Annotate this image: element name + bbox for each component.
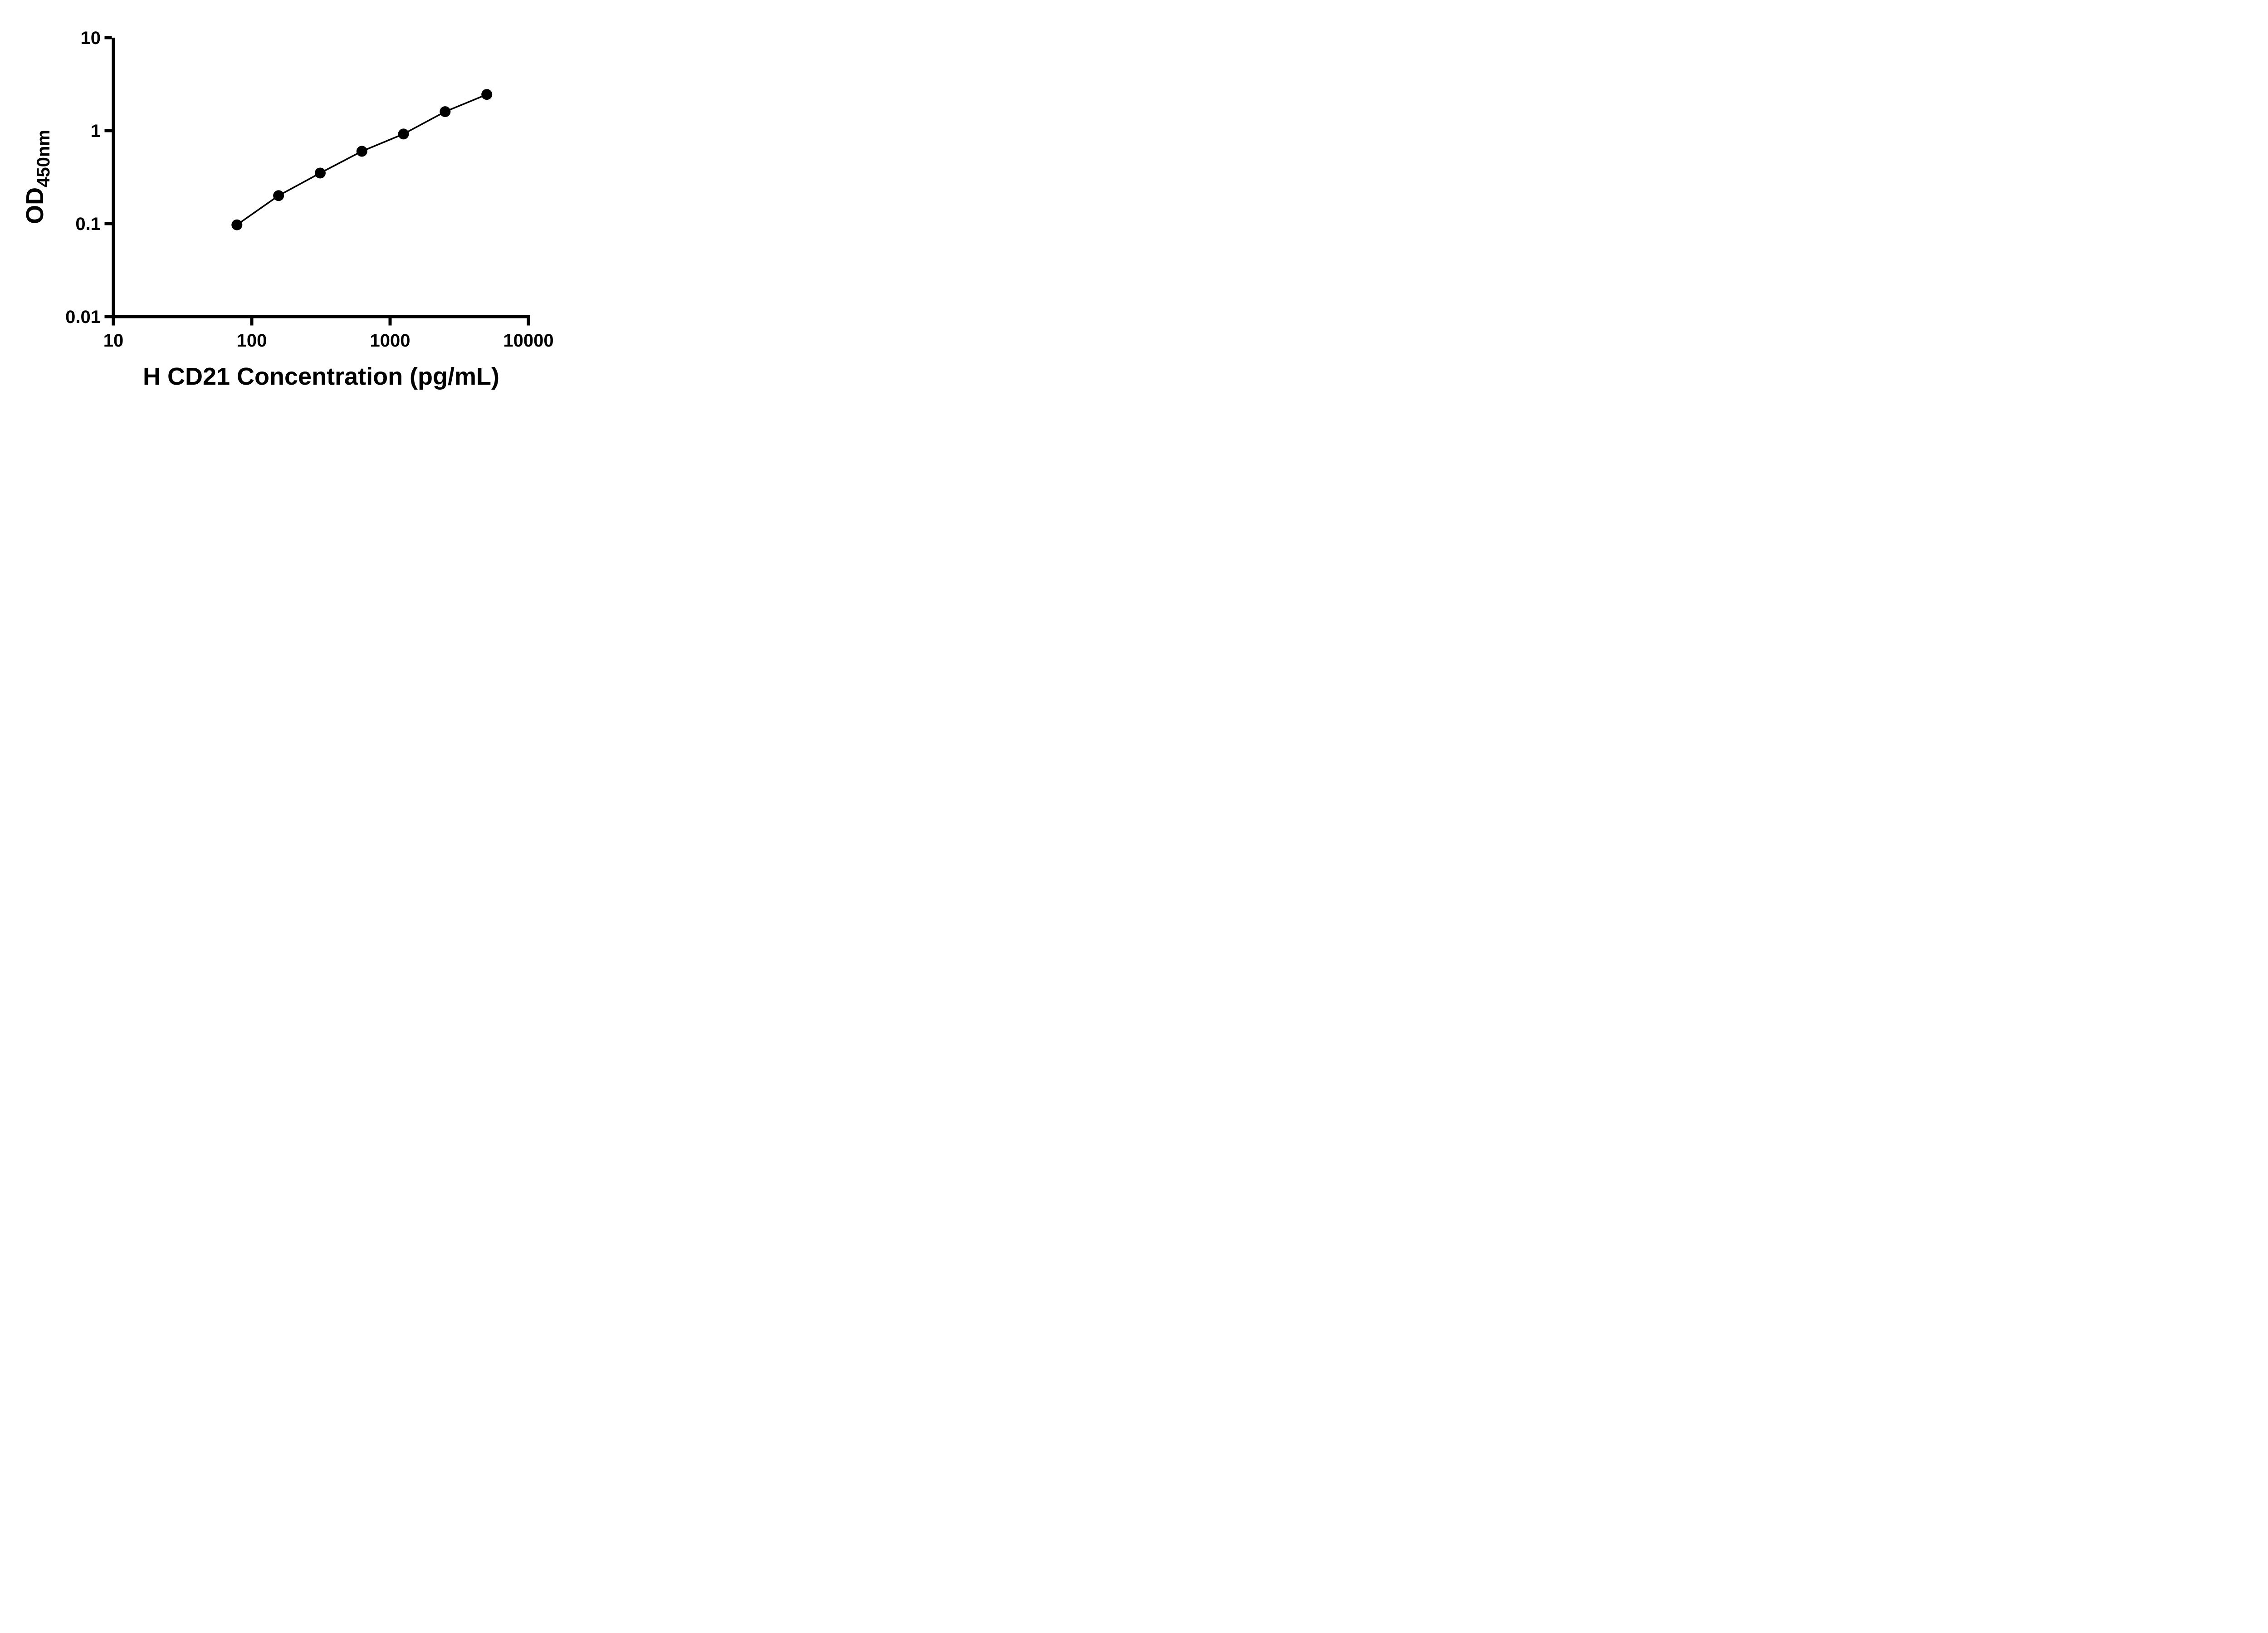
x-tick-label: 10	[103, 331, 124, 351]
data-point-marker	[273, 190, 284, 201]
y-axis-title-sub: 450nm	[34, 130, 54, 187]
y-tick-label: 10	[81, 28, 101, 48]
y-axis-title: OD450nm	[21, 130, 54, 224]
x-tick-label: 10000	[503, 331, 553, 351]
data-point-marker	[231, 219, 243, 230]
x-tick-label: 1000	[370, 331, 411, 351]
data-point-marker	[440, 106, 451, 117]
y-tick-label: 1	[91, 121, 101, 141]
data-point-marker	[481, 89, 493, 100]
x-tick-label: 100	[237, 331, 267, 351]
data-point-marker	[314, 167, 326, 179]
data-point-marker	[356, 146, 367, 157]
y-tick-label: 0.01	[65, 307, 101, 327]
x-axis-title: H CD21 Concentration (pg/mL)	[143, 363, 499, 390]
y-tick-label: 0.1	[75, 214, 101, 234]
y-axis-title-main: OD	[21, 187, 49, 224]
standard-curve-figure: 10 100 1000 10000 0.01 0.1 1 10 H CD21 Concentr…	[0, 0, 583, 408]
data-point-marker	[398, 128, 409, 140]
chart-canvas: 10 100 1000 10000 0.01 0.1 1 10 H CD21 Concentr…	[21, 28, 554, 390]
axis-frame	[112, 38, 530, 318]
plot-layer: 10 100 1000 10000 0.01 0.1 1 10	[65, 28, 553, 351]
